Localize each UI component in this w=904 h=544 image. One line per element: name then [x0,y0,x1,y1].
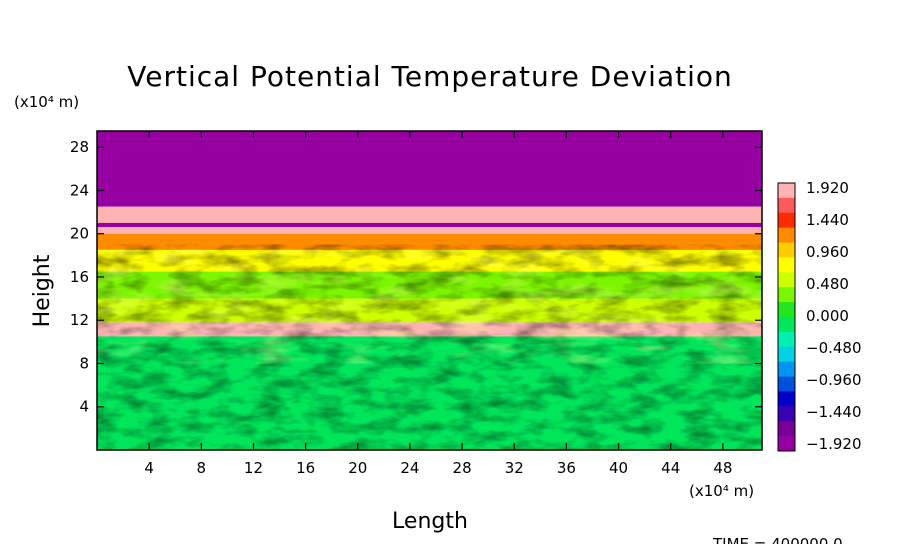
chart-title: Vertical Potential Temperature Deviation [127,60,732,93]
colorbar-label: −0.480 [806,339,862,357]
x-tick-label: 20 [348,459,367,477]
colorbar-swatch [778,391,795,407]
x-tick-label: 4 [144,459,154,477]
y-tick-label: 20 [70,225,89,243]
colorbar-swatch [778,317,795,333]
colorbar-label: 1.440 [806,211,849,229]
colorbar-label: −1.920 [806,435,862,453]
x-tick-label: 12 [244,459,263,477]
colorbar-label: 0.960 [806,243,849,261]
y-tick-label: 12 [70,311,89,329]
colorbar-swatch [778,227,795,244]
x-axis: 4 8 12 16 20 24 28 32 36 40 44 48 [144,131,732,477]
plot-area [96,130,763,451]
x-tick-label: 16 [296,459,315,477]
field-band-3 [97,227,762,234]
colorbar-swatch [778,302,795,318]
colorbar-swatch [778,197,795,214]
colorbar-swatch [778,212,795,229]
field-band-0 [97,131,762,207]
colorbar-swatch [778,421,795,437]
colorbar-label: −0.960 [806,371,862,389]
x-tick-label: 48 [713,459,732,477]
x-tick-label: 32 [505,459,524,477]
y-axis-title: Height [30,254,55,327]
field-band-1 [97,206,762,223]
colorbar-swatch [778,257,795,273]
colorbar-swatch [778,376,795,392]
colorbar-swatch [778,346,795,363]
x-tick-label: 28 [453,459,472,477]
colorbar-swatch [778,436,795,452]
colorbar-swatch [778,272,795,288]
x-unit-label: (x10⁴ m) [689,482,754,500]
plot-frame [96,130,763,451]
y-unit-label: (x10⁴ m) [14,93,79,111]
x-tick-label: 24 [400,459,419,477]
colorbar-swatch [778,287,795,303]
colorbar-label: −1.440 [806,403,862,421]
x-tick-label: 36 [557,459,576,477]
y-tick-label: 28 [70,138,89,156]
colorbar-swatch [778,242,795,258]
colorbar-swatch [778,406,795,422]
y-tick-label: 16 [70,268,89,286]
x-axis-title: Length [392,509,468,534]
x-tick-label: 40 [609,459,628,477]
field-texture-warm [97,249,762,364]
colorbar-label: 0.000 [806,307,849,325]
colorbar-frame [777,182,796,452]
colorbar-swatch [778,183,795,199]
y-tick-label: 8 [79,354,89,372]
colorbar-label: 1.920 [806,179,849,197]
colorbar-label: 0.480 [806,275,849,293]
x-tick-label: 8 [197,459,207,477]
y-tick-label: 24 [70,181,89,199]
x-tick-label: 44 [661,459,680,477]
time-annotation: TIME = 400000.0 [712,535,843,544]
colorbar: 1.920 1.440 0.960 0.480 0.000 −0.480 −0.960 −1.… [777,179,862,453]
colorbar-swatch [778,331,795,348]
y-axis: 4 8 12 16 20 24 28 [70,138,762,416]
colorbar-swatch [778,361,795,378]
field-band-2 [97,222,762,228]
y-tick-label: 4 [79,398,89,416]
